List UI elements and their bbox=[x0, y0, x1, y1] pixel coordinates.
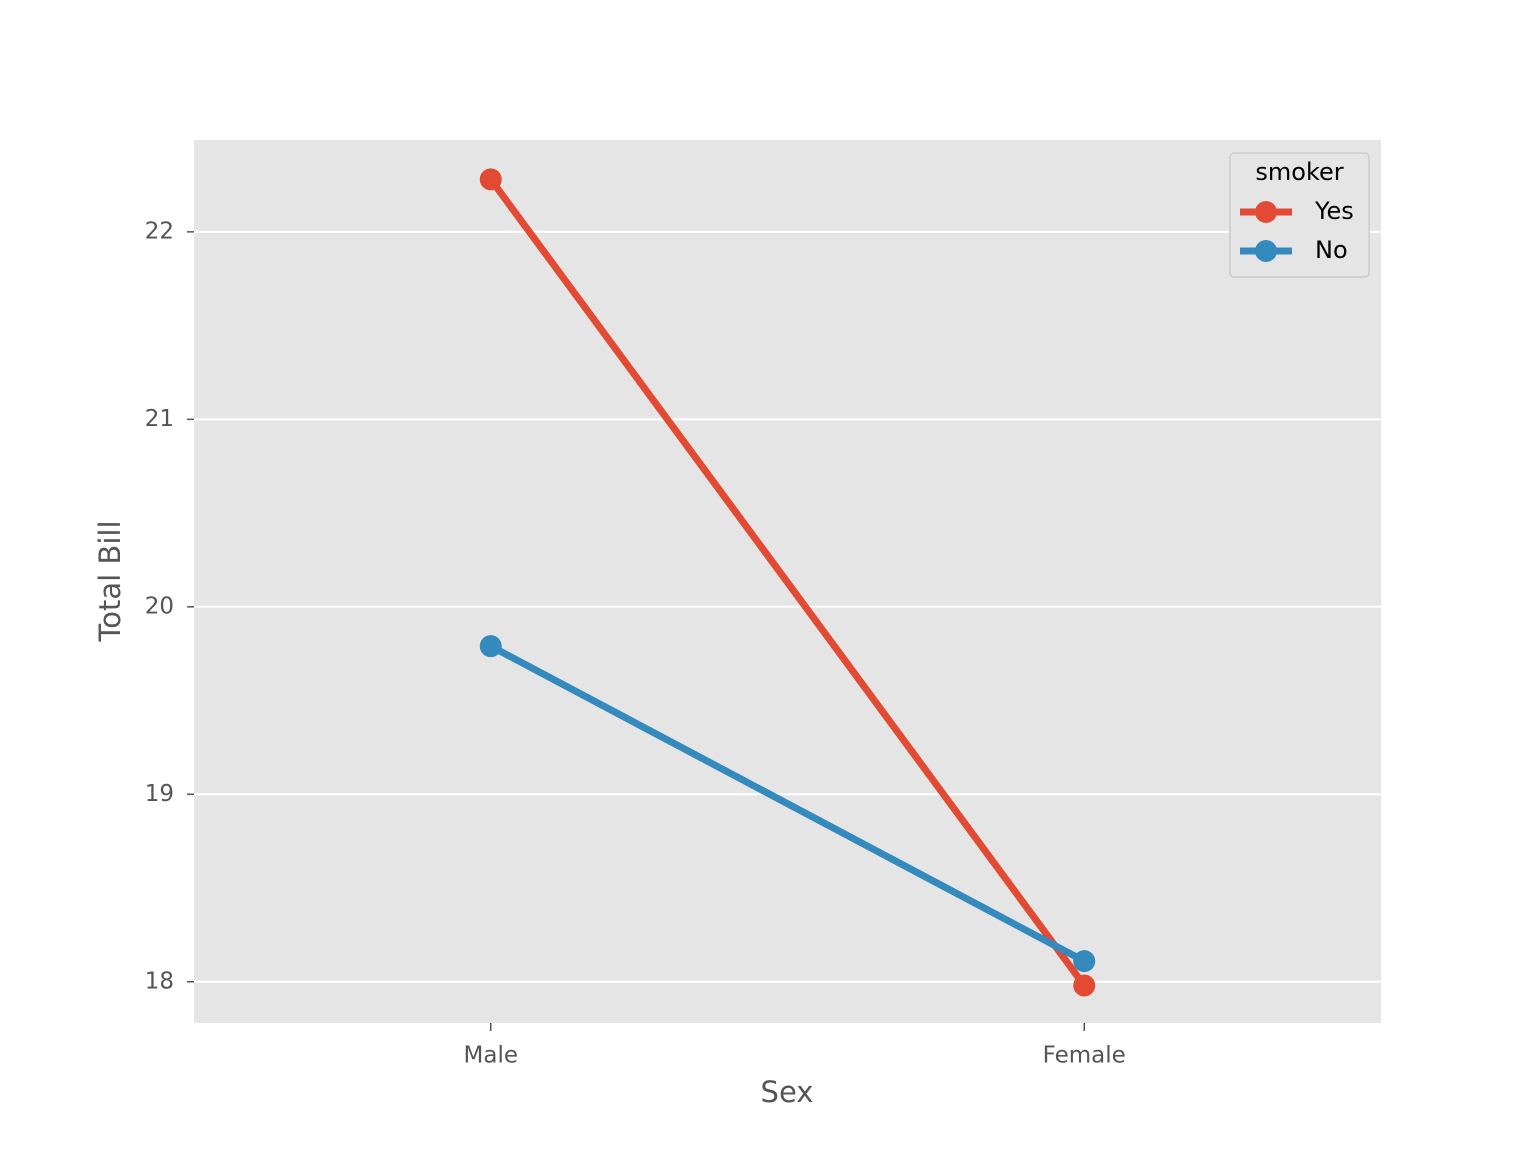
legend-label: No bbox=[1315, 236, 1348, 264]
y-tick-label: 20 bbox=[145, 593, 174, 619]
x-tick-label: Female bbox=[1043, 1043, 1126, 1069]
legend-title: smoker bbox=[1255, 158, 1343, 186]
point bbox=[1073, 974, 1096, 997]
legend-marker bbox=[1255, 240, 1277, 262]
point bbox=[1073, 950, 1096, 973]
x-axis-label: Sex bbox=[761, 1075, 814, 1109]
x-tick-label: Male bbox=[464, 1043, 518, 1069]
series-line bbox=[489, 643, 1086, 965]
point bbox=[479, 635, 502, 658]
y-tick-label: 19 bbox=[145, 781, 174, 807]
legend-marker bbox=[1255, 201, 1277, 223]
y-tick-label: 21 bbox=[145, 406, 174, 432]
point bbox=[479, 168, 502, 191]
series-line bbox=[487, 177, 1088, 988]
y-axis-label: Total Bill bbox=[93, 520, 127, 642]
y-tick-label: 18 bbox=[145, 968, 174, 994]
y-tick-label: 22 bbox=[145, 218, 174, 244]
legend-label: Yes bbox=[1314, 197, 1354, 225]
